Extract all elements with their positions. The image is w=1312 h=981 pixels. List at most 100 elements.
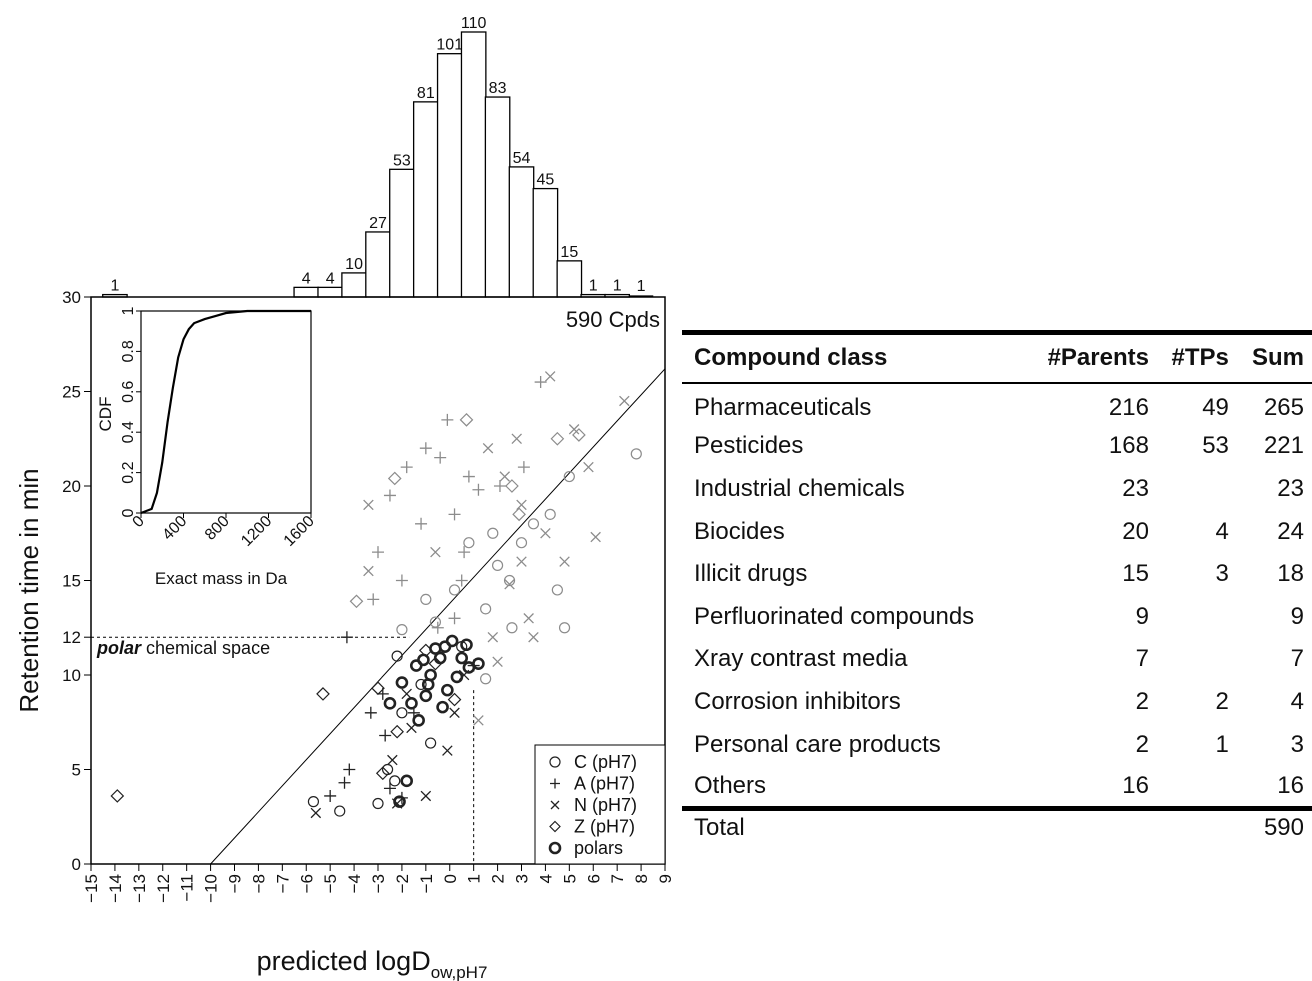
data-point	[491, 559, 504, 571]
x-tick-label: 9	[656, 874, 675, 883]
data-point	[544, 371, 556, 382]
data-point	[441, 683, 454, 697]
data-point	[559, 556, 570, 567]
hist-bar-label: 1	[589, 278, 598, 295]
cell-tps: 53	[1202, 432, 1229, 460]
x-tick-label: −8	[249, 874, 268, 893]
y-tick-label: 20	[62, 477, 81, 496]
y-axis-label: Retention time in min	[14, 468, 44, 712]
hist-bar	[293, 286, 320, 298]
y-tick-label: 0	[72, 855, 81, 874]
y-tick-label: 10	[62, 666, 81, 685]
data-point	[515, 537, 528, 549]
x-tick-label: −12	[154, 874, 173, 903]
hist-bar	[365, 231, 391, 298]
data-point	[419, 689, 433, 703]
hist-bar-label: 1	[110, 278, 119, 295]
data-point	[460, 638, 473, 652]
data-point	[503, 574, 516, 587]
x-tick-label: −1	[417, 874, 436, 893]
table-total-row: Total 590	[682, 808, 1312, 844]
inset-y-tick-label: 0.8	[120, 340, 137, 362]
hist-bar	[389, 168, 415, 298]
table-row: Biocides 20 4 24	[682, 510, 1312, 553]
cell-total-parents	[1029, 808, 1149, 844]
legend-label: Z (pH7)	[574, 817, 635, 837]
hist-bar-label: 54	[513, 150, 531, 167]
x-tick-label: 0	[441, 874, 460, 883]
x-tick-label: 6	[584, 874, 603, 883]
data-point	[482, 442, 494, 454]
data-point	[558, 622, 571, 634]
x-tick-label: 2	[489, 874, 508, 883]
data-point	[324, 789, 337, 802]
data-point	[433, 651, 447, 665]
data-point	[338, 776, 351, 789]
cell-tps: 49	[1202, 394, 1229, 422]
data-point	[572, 428, 586, 442]
data-point	[391, 650, 403, 662]
x-tick-label: −6	[297, 874, 316, 893]
data-point	[379, 729, 392, 742]
table-row: Corrosion inhibitors 2 2 4	[682, 681, 1312, 724]
data-point	[390, 724, 404, 739]
data-point	[528, 631, 539, 643]
cell-class: Pharmaceuticals	[694, 394, 872, 422]
x-tick-label: −10	[202, 874, 221, 903]
cell-class: Perfluorinated compounds	[694, 602, 975, 630]
cell-total-label: Total	[694, 813, 745, 841]
data-point	[511, 433, 522, 445]
data-point	[447, 692, 462, 707]
data-point	[430, 546, 441, 558]
data-point	[630, 448, 642, 460]
cell-sum: 24	[1277, 517, 1304, 545]
data-point	[375, 766, 390, 781]
y-tick-label: 12	[62, 628, 81, 647]
table-row: Illicit drugs 15 3 18	[682, 553, 1312, 596]
data-point	[340, 631, 353, 644]
hist-bar	[341, 272, 367, 298]
data-point	[364, 706, 377, 719]
x-tick-label: −11	[178, 874, 197, 902]
x-tick-label: 4	[536, 874, 555, 883]
data-point	[448, 508, 461, 521]
cell-parents: 168	[1108, 432, 1149, 460]
data-point	[396, 624, 408, 636]
polar-space-label-rest: chemical space	[141, 638, 270, 658]
cell-class: Biocides	[694, 517, 785, 545]
data-point	[455, 574, 468, 587]
polar-space-label-bold: polar	[96, 638, 142, 658]
hist-bar	[508, 166, 535, 298]
cell-parents: 216	[1108, 394, 1149, 422]
data-point	[400, 461, 413, 474]
data-point	[506, 622, 518, 634]
data-point	[420, 790, 432, 802]
data-point	[517, 461, 530, 474]
hist-bar-label: 1	[613, 278, 622, 295]
data-point	[540, 527, 551, 539]
data-point	[421, 678, 435, 691]
hist-bar	[484, 96, 511, 298]
cell-sum: 7	[1290, 645, 1304, 673]
data-point	[568, 424, 580, 435]
hist-bar-label: 4	[302, 270, 311, 287]
data-point	[473, 715, 484, 726]
table-row: Pharmaceuticals 216 49 265	[682, 383, 1312, 426]
compound-count-label: 590 Cpds	[566, 307, 660, 332]
data-point	[534, 376, 547, 389]
data-point	[551, 584, 563, 596]
hist-bar	[532, 187, 559, 298]
data-point	[415, 517, 428, 530]
hist-bar-label: 4	[326, 270, 335, 287]
hist-bar	[436, 53, 463, 298]
hist-bar-label: 27	[369, 215, 387, 232]
legend-marker	[548, 841, 562, 855]
data-point	[387, 754, 398, 766]
data-point	[110, 789, 125, 803]
data-point	[343, 763, 356, 776]
retention-scatter-plot: −15 −14 −13 −12 −11 −10 −9 −8 −7 −6 −5 −4 −3 −2 −1 0 1 2 3…	[14, 288, 675, 981]
cell-sum: 23	[1277, 474, 1304, 502]
